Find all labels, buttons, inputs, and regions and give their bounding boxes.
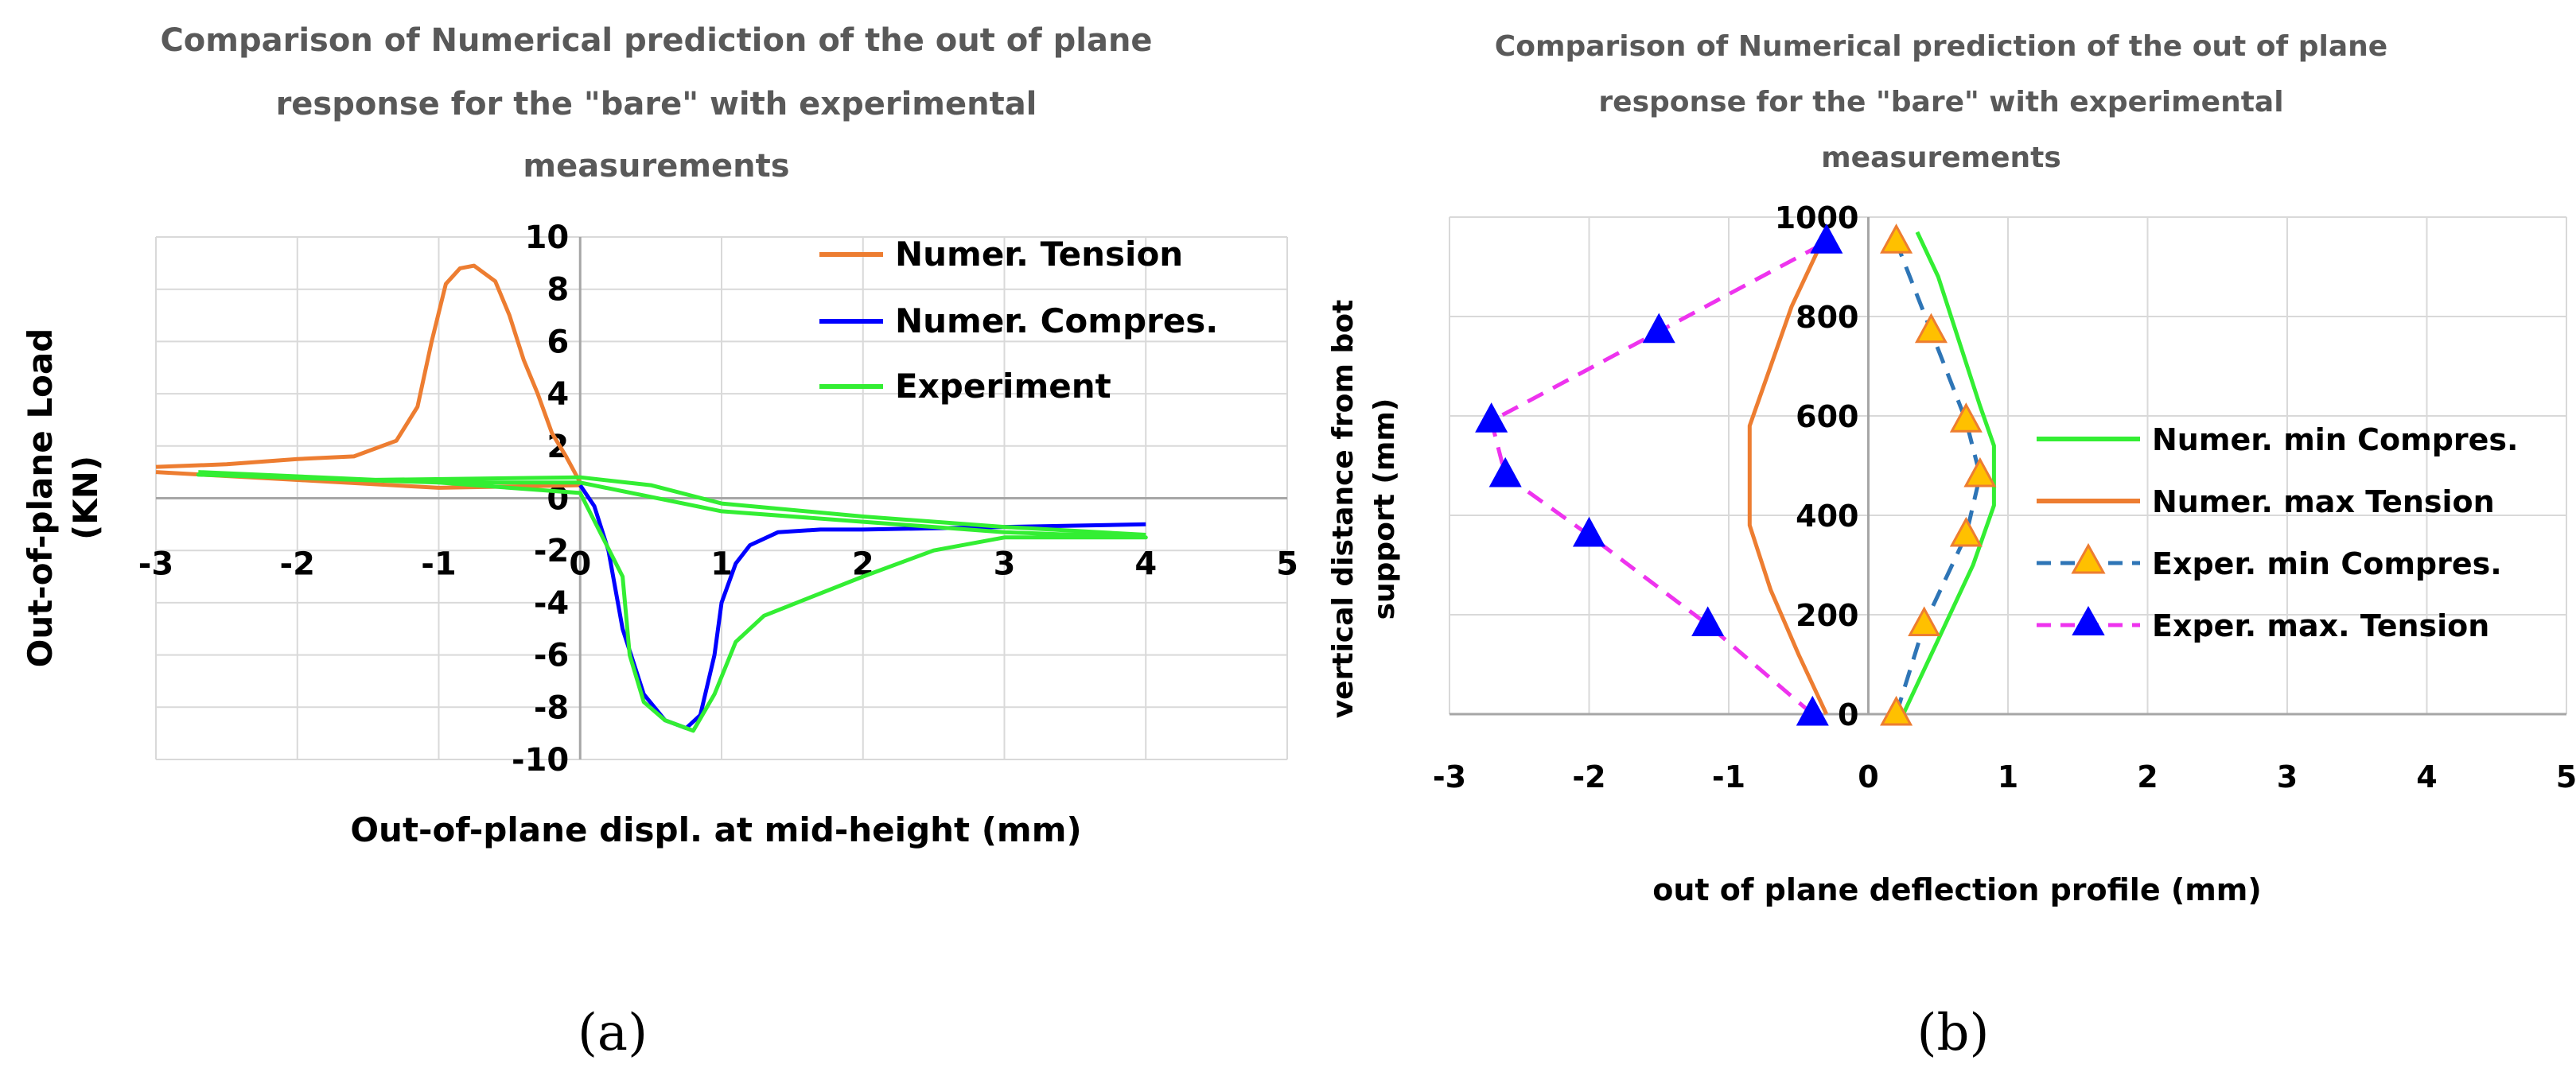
chart-b-x-tick-label: -2 bbox=[1572, 759, 1605, 794]
chart-a-x-tick-label: 4 bbox=[1134, 546, 1157, 583]
chart-b-x-tick-label: -3 bbox=[1433, 759, 1466, 794]
chart-a-x-tick-label: 5 bbox=[1276, 546, 1298, 583]
chart-a-x-axis-label: Out-of-plane displ. at mid-height (mm) bbox=[350, 810, 1081, 849]
legend-a-label-numer-compres: Numer. Compres. bbox=[895, 301, 1218, 340]
chart-b-marker-exper-min-compres bbox=[1963, 456, 1997, 487]
chart-b-marker-exper-min-compres bbox=[1880, 223, 1913, 254]
chart-b-y-axis-label-line-2: support (mm) bbox=[1368, 398, 1401, 620]
chart-b-marker-exper-min-compres bbox=[1914, 313, 1948, 344]
chart-a-y-axis-label-line-2: (KN) bbox=[66, 456, 105, 540]
chart-a: Comparison of Numerical prediction of th… bbox=[21, 22, 1298, 1062]
chart-b-marker-exper-min-compres bbox=[1949, 516, 1983, 547]
chart-b-y-tick-label: 0 bbox=[1838, 697, 1858, 732]
chart-a-y-axis-label-line-1: Out-of-plane Load bbox=[21, 328, 60, 668]
chart-b: Comparison of Numerical prediction of th… bbox=[1327, 30, 2576, 1062]
chart-a-y-tick-label: 6 bbox=[547, 324, 569, 360]
legend-a-label-numer-tension: Numer. Tension bbox=[895, 235, 1183, 274]
chart-a-x-tick-label: -3 bbox=[138, 546, 173, 583]
chart-a-axes bbox=[156, 237, 1287, 759]
legend-b-marker-yellow-triangle-icon bbox=[2071, 542, 2106, 574]
chart-b-marker-exper-max-tension bbox=[1572, 516, 1606, 547]
chart-a-y-tick-label: 4 bbox=[547, 376, 569, 413]
chart-a-x-tick-label: 3 bbox=[994, 546, 1016, 583]
chart-b-x-tick-label: 1 bbox=[1998, 759, 2018, 794]
panel-a-label: (a) bbox=[578, 1004, 648, 1062]
chart-b-y-tick-label: 600 bbox=[1796, 399, 1858, 434]
chart-a-y-tick-label: -10 bbox=[512, 742, 569, 779]
chart-b-x-tick-label: 3 bbox=[2277, 759, 2298, 794]
chart-a-y-tick-label: -6 bbox=[534, 638, 569, 674]
chart-b-legend: Numer. min Compres. Numer. max Tension E… bbox=[2037, 422, 2518, 643]
chart-b-series-numer-min-compres bbox=[1901, 231, 1996, 716]
chart-b-y-tick-label: 1000 bbox=[1775, 200, 1859, 235]
chart-b-marker-exper-max-tension bbox=[1796, 695, 1829, 726]
chart-a-series bbox=[155, 263, 1148, 733]
chart-b-x-tick-label: 4 bbox=[2416, 759, 2437, 794]
chart-a-y-tick-label: 10 bbox=[525, 219, 570, 256]
chart-b-title-line-2: response for the "bare" with experimenta… bbox=[1598, 86, 2283, 118]
chart-b-series-exper-max-tension bbox=[1489, 240, 1827, 716]
chart-b-x-tick-label: 0 bbox=[1858, 759, 1878, 794]
chart-b-x-axis-label: out of plane deflection profile (mm) bbox=[1652, 872, 2262, 907]
chart-a-y-tick-label: -2 bbox=[534, 533, 569, 569]
legend-b-label-exper-max-tension: Exper. max. Tension bbox=[2152, 608, 2489, 643]
chart-b-series-numer-max-tension bbox=[1747, 231, 1829, 716]
legend-b-label-numer-max-tension: Numer. max Tension bbox=[2152, 484, 2495, 519]
chart-b-axes bbox=[1449, 217, 2566, 716]
chart-b-tick-labels: -3 -2 -1 0 1 2 3 4 5 0 200 400 600 800 1000 bbox=[1433, 200, 2576, 794]
chart-a-x-tick-label: -1 bbox=[421, 546, 456, 583]
legend-b-label-numer-min-compres: Numer. min Compres. bbox=[2152, 422, 2518, 457]
chart-a-y-tick-label: 8 bbox=[547, 272, 569, 309]
chart-a-y-tick-label: -4 bbox=[534, 585, 569, 622]
chart-a-x-tick-label: -2 bbox=[280, 546, 315, 583]
chart-a-y-tick-label: -8 bbox=[534, 689, 569, 726]
chart-b-title-line-3: measurements bbox=[1821, 142, 2061, 174]
chart-b-marker-exper-max-tension bbox=[1810, 223, 1843, 254]
chart-a-x-tick-label: 0 bbox=[569, 546, 591, 583]
chart-b-marker-exper-min-compres bbox=[1949, 402, 1983, 433]
panel-b-label: (b) bbox=[1917, 1004, 1990, 1062]
chart-b-y-tick-label: 800 bbox=[1796, 300, 1858, 335]
chart-b-x-tick-label: -1 bbox=[1712, 759, 1745, 794]
chart-b-marker-exper-max-tension bbox=[1691, 606, 1725, 636]
chart-b-marker-exper-max-tension bbox=[1475, 402, 1508, 433]
chart-b-marker-exper-max-tension bbox=[1642, 313, 1675, 344]
chart-a-title-line-3: measurements bbox=[523, 148, 789, 184]
chart-a-series-numer-tension bbox=[155, 263, 582, 490]
chart-b-y-tick-label: 200 bbox=[1796, 598, 1858, 633]
chart-b-x-tick-label: 2 bbox=[2137, 759, 2158, 794]
chart-b-marker-exper-min-compres bbox=[1908, 606, 1941, 636]
chart-a-title-line-2: response for the "bare" with experimenta… bbox=[276, 86, 1037, 122]
chart-b-y-axis-label-line-1: vertical distance from bot bbox=[1327, 300, 1360, 719]
chart-a-series-experiment bbox=[196, 470, 1148, 733]
chart-b-title-line-1: Comparison of Numerical prediction of th… bbox=[1495, 30, 2387, 63]
legend-b-label-exper-min-compres: Exper. min Compres. bbox=[2152, 546, 2502, 581]
chart-b-y-tick-label: 400 bbox=[1796, 499, 1858, 534]
chart-a-series-numer-compres bbox=[578, 484, 1146, 731]
legend-b-marker-blue-triangle-icon bbox=[2072, 605, 2105, 635]
chart-b-marker-exper-max-tension bbox=[1488, 456, 1522, 487]
legend-a-label-experiment: Experiment bbox=[895, 367, 1111, 406]
chart-b-marker-exper-min-compres bbox=[1880, 695, 1913, 726]
chart-a-legend: Numer. Tension Numer. Compres. Experimen… bbox=[819, 235, 1218, 406]
chart-b-series bbox=[1475, 223, 1997, 726]
chart-b-x-tick-label: 5 bbox=[2556, 759, 2576, 794]
chart-a-title-line-1: Comparison of Numerical prediction of th… bbox=[160, 22, 1152, 59]
